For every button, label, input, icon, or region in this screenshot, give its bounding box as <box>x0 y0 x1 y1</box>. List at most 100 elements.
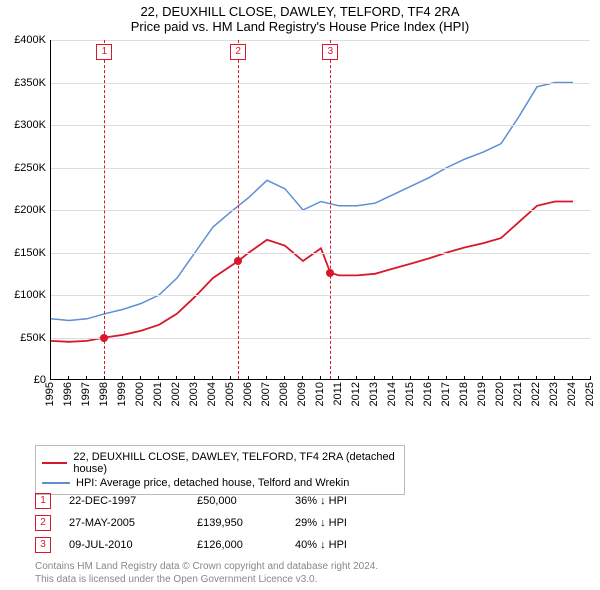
x-tick-mark <box>50 376 51 380</box>
x-tick-label: 2025 <box>584 382 596 406</box>
gridline <box>51 338 590 339</box>
y-tick-label: £350K <box>14 77 46 89</box>
x-tick-label: 1996 <box>62 382 74 406</box>
x-tick-label: 2004 <box>206 382 218 406</box>
x-tick-mark <box>230 376 231 380</box>
sale-price: £50,000 <box>197 495 277 507</box>
x-tick-label: 2000 <box>134 382 146 406</box>
x-tick-mark <box>68 376 69 380</box>
x-tick-mark <box>320 376 321 380</box>
sale-row: 309-JUL-2010£126,00040% ↓ HPI <box>35 534 565 556</box>
sale-row: 1 22-DEC-1997 £50,000 36% ↓ HPI <box>35 490 565 512</box>
sales-list: 1 22-DEC-1997 £50,000 36% ↓ HPI 2 27-MAY-2005… <box>35 490 565 556</box>
x-tick-mark <box>248 376 249 380</box>
legend-row-hpi: HPI: Average price, detached house, Telf… <box>42 476 398 490</box>
y-tick-label: £400K <box>14 34 46 46</box>
x-tick-mark <box>392 376 393 380</box>
sale-number-box: 1 <box>35 493 51 509</box>
series-line <box>51 202 573 342</box>
sale-number-box: 3 <box>35 537 51 553</box>
x-tick-label: 2021 <box>512 382 524 406</box>
x-tick-label: 1999 <box>116 382 128 406</box>
x-tick-label: 1995 <box>44 382 56 406</box>
sale-price: £126,000 <box>197 539 277 551</box>
title-line-1: 22, DEUXHILL CLOSE, DAWLEY, TELFORD, TF4… <box>0 4 600 19</box>
legend-label-hpi: HPI: Average price, detached house, Telf… <box>76 477 349 489</box>
y-tick-label: £150K <box>14 247 46 259</box>
y-tick-label: £200K <box>14 204 46 216</box>
x-tick-mark <box>536 376 537 380</box>
series-line <box>51 83 573 321</box>
x-tick-mark <box>446 376 447 380</box>
gridline <box>51 40 590 41</box>
x-tick-label: 2019 <box>476 382 488 406</box>
gridline <box>51 253 590 254</box>
x-tick-mark <box>482 376 483 380</box>
x-tick-mark <box>158 376 159 380</box>
x-tick-label: 2020 <box>494 382 506 406</box>
sale-row: 227-MAY-2005£139,95029% ↓ HPI <box>35 512 565 534</box>
sale-vline <box>238 40 239 379</box>
sale-date: 22-DEC-1997 <box>69 495 179 507</box>
x-tick-mark <box>140 376 141 380</box>
chart-titles: 22, DEUXHILL CLOSE, DAWLEY, TELFORD, TF4… <box>0 0 600 34</box>
sale-dot <box>326 269 334 277</box>
legend-swatch-property <box>42 462 67 464</box>
x-tick-mark <box>284 376 285 380</box>
x-tick-label: 2018 <box>458 382 470 406</box>
x-tick-label: 1997 <box>80 382 92 406</box>
x-tick-mark <box>356 376 357 380</box>
x-tick-mark <box>500 376 501 380</box>
sale-price: £139,950 <box>197 517 277 529</box>
x-tick-label: 2003 <box>188 382 200 406</box>
x-tick-label: 2015 <box>404 382 416 406</box>
x-tick-mark <box>122 376 123 380</box>
sale-marker-box: 3 <box>322 44 338 60</box>
gridline <box>51 295 590 296</box>
gridline <box>51 125 590 126</box>
x-tick-mark <box>428 376 429 380</box>
x-tick-mark <box>374 376 375 380</box>
legend-swatch-hpi <box>42 482 70 484</box>
y-axis: £0£50K£100K£150K£200K£250K£300K£350K£400… <box>0 40 50 380</box>
sale-number-box: 2 <box>35 515 51 531</box>
sale-dot <box>100 334 108 342</box>
title-line-2: Price paid vs. HM Land Registry's House … <box>0 19 600 34</box>
attribution-line-1: Contains HM Land Registry data © Crown c… <box>35 560 378 573</box>
x-tick-label: 2002 <box>170 382 182 406</box>
x-tick-mark <box>590 376 591 380</box>
x-tick-mark <box>104 376 105 380</box>
y-tick-label: £50K <box>20 332 46 344</box>
sale-vline <box>104 40 105 379</box>
x-tick-label: 2014 <box>386 382 398 406</box>
x-tick-label: 2012 <box>350 382 362 406</box>
y-tick-label: £100K <box>14 289 46 301</box>
sale-marker-box: 1 <box>96 44 112 60</box>
x-tick-label: 2023 <box>548 382 560 406</box>
x-tick-mark <box>572 376 573 380</box>
sale-diff: 36% ↓ HPI <box>295 495 395 507</box>
x-tick-mark <box>464 376 465 380</box>
x-tick-label: 2013 <box>368 382 380 406</box>
attribution-line-2: This data is licensed under the Open Gov… <box>35 573 378 586</box>
x-axis: 1995199619971998199920002001200220032004… <box>50 380 590 410</box>
x-tick-label: 1998 <box>98 382 110 406</box>
sale-dot <box>234 257 242 265</box>
y-tick-label: £300K <box>14 119 46 131</box>
plot-region: 123 <box>50 40 590 380</box>
x-tick-mark <box>518 376 519 380</box>
x-tick-mark <box>176 376 177 380</box>
x-tick-label: 2005 <box>224 382 236 406</box>
chart-area: £0£50K£100K£150K£200K£250K£300K£350K£400… <box>0 40 600 410</box>
x-tick-label: 2010 <box>314 382 326 406</box>
x-tick-label: 2022 <box>530 382 542 406</box>
x-tick-mark <box>554 376 555 380</box>
x-tick-mark <box>338 376 339 380</box>
sale-date: 27-MAY-2005 <box>69 517 179 529</box>
x-tick-mark <box>302 376 303 380</box>
x-tick-label: 2007 <box>260 382 272 406</box>
legend: 22, DEUXHILL CLOSE, DAWLEY, TELFORD, TF4… <box>35 445 405 495</box>
x-tick-label: 2009 <box>296 382 308 406</box>
legend-label-property: 22, DEUXHILL CLOSE, DAWLEY, TELFORD, TF4… <box>73 451 398 475</box>
x-tick-label: 2008 <box>278 382 290 406</box>
